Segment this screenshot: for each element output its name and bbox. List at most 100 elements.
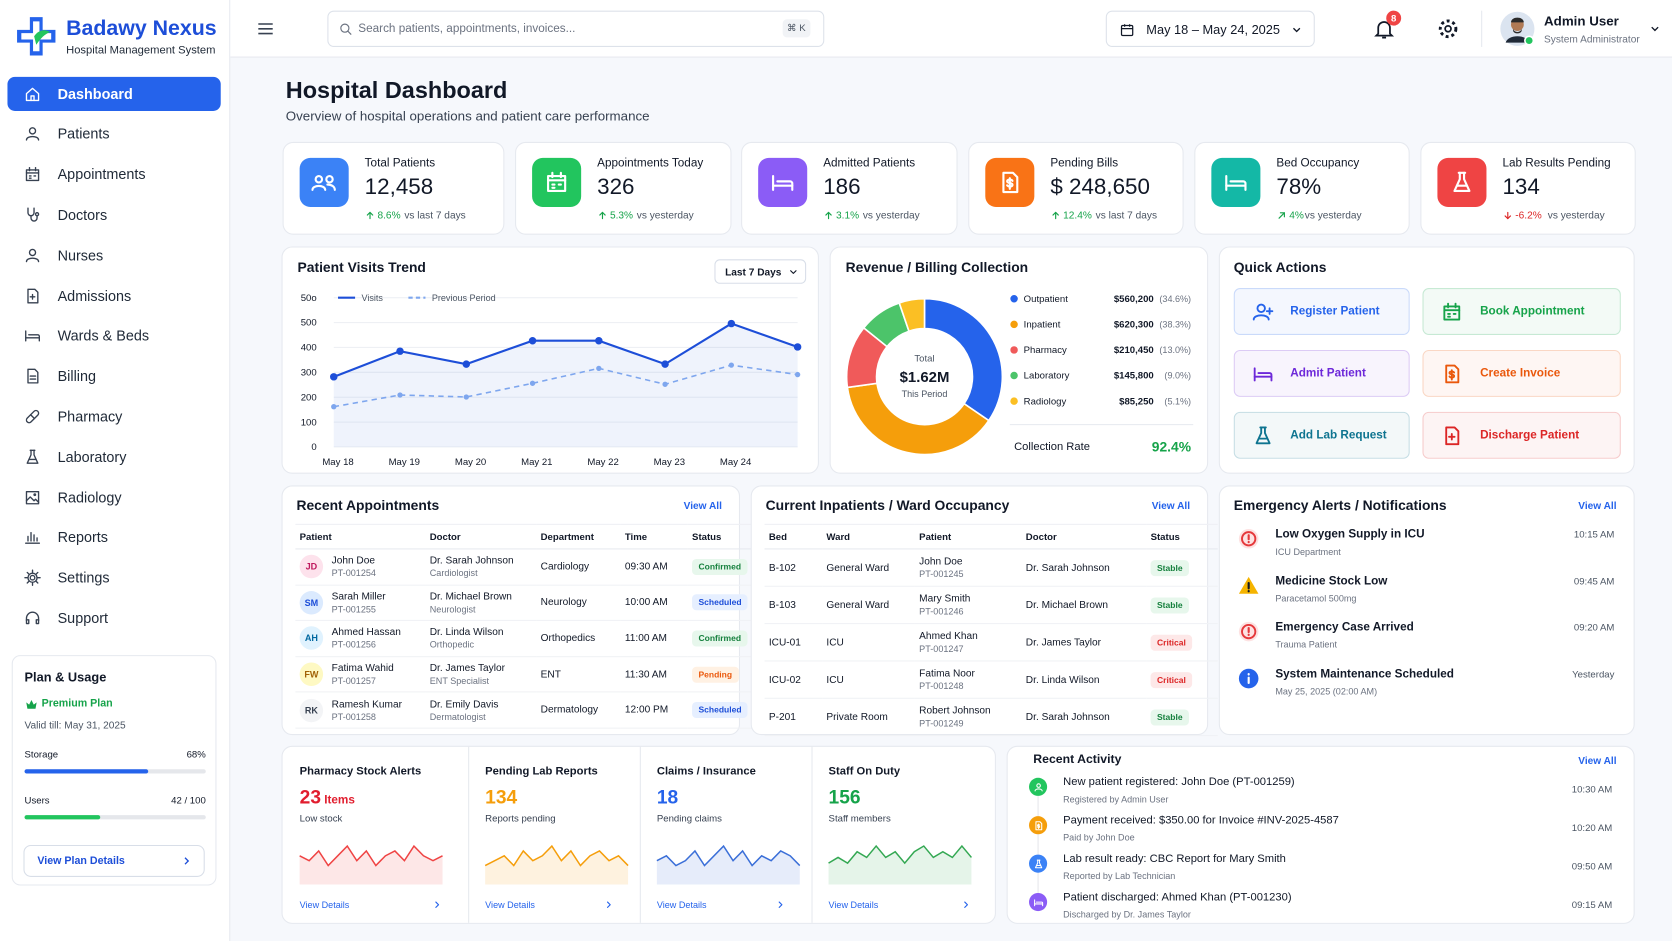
stat-link[interactable]: View Details [299, 899, 350, 911]
quick-action-label: Admit Patient [1290, 367, 1366, 380]
sparkline-area [828, 846, 972, 885]
legend-label: Visits [361, 293, 383, 303]
table-row: SM Sarah Miller PT-001255 Dr. Michael Brown… [295, 584, 759, 622]
icon-path [1443, 305, 1461, 321]
initials-avatar: SM [299, 590, 324, 615]
icon-glyph [1253, 367, 1273, 382]
table-cell: General Ward [822, 586, 915, 625]
quick-action[interactable]: Create Invoice [1422, 349, 1621, 397]
icon-glyph [1255, 426, 1271, 445]
nav-item[interactable]: Appointments [7, 157, 220, 191]
nav-label: Appointments [57, 166, 146, 183]
nav-item[interactable]: Nurses [7, 238, 220, 272]
collection-label: Collection Rate [1014, 441, 1090, 453]
alert-shape [1241, 531, 1257, 547]
cell-text: P-201 [768, 711, 796, 723]
legend-dot [1010, 346, 1018, 354]
quick-action-label: Book Appointment [1480, 305, 1585, 318]
nav-item[interactable]: Laboratory [7, 440, 220, 474]
quick-action-label: Discharge Patient [1480, 428, 1580, 442]
icon [1052, 211, 1059, 220]
user-avatar[interactable] [1499, 11, 1535, 47]
legend-value: $560,200 [1114, 294, 1154, 305]
crown-icon [26, 700, 37, 709]
nav-item[interactable]: Billing [7, 359, 220, 393]
nav-label: Nurses [57, 247, 104, 264]
quick-action-label: Create Invoice [1480, 367, 1561, 380]
cell-text: Dr. Linda Wilson [1025, 673, 1100, 686]
quick-action[interactable]: Add Lab Request [1233, 411, 1410, 459]
quick-action[interactable]: Register Patient [1233, 288, 1410, 336]
cell-sub: PT-001257 [331, 675, 376, 687]
cell-text: General Ward [826, 561, 890, 574]
icon-glyph [1252, 303, 1274, 321]
notifications-button[interactable] [1372, 17, 1395, 40]
table-cell: Dr. Sarah Johnson [1021, 548, 1147, 587]
table-cell: Fatima Noor PT-001248 [914, 660, 1022, 699]
icon-path [27, 572, 38, 583]
nav-item[interactable]: Wards & Beds [7, 319, 220, 353]
table-cell: Dr. Sarah Johnson [1021, 698, 1147, 737]
nav-item[interactable]: Support [7, 601, 220, 635]
icon [27, 288, 39, 304]
search-box[interactable]: Search patients, appointments, invoices.… [327, 10, 825, 47]
stat-link[interactable]: View Details [485, 899, 535, 911]
legend-percent: (5.1%) [1164, 396, 1191, 406]
icon [825, 211, 832, 220]
usage-value: 42 / 100 [171, 794, 206, 806]
nav-item[interactable]: Doctors [7, 198, 220, 232]
nav-item[interactable]: Settings [7, 561, 220, 595]
icon [25, 330, 41, 342]
series-point [727, 319, 736, 328]
view-all[interactable]: View All [683, 500, 722, 513]
kpi-card: Admitted Patients 186 3.1% vs yesterday [741, 141, 958, 235]
y-tick-label: 500 [301, 318, 317, 329]
icon-path [790, 270, 797, 274]
table-cell: Confirmed [687, 620, 759, 657]
plan-button[interactable]: View Plan Details [23, 844, 205, 877]
date-picker[interactable]: May 18 – May 24, 2025 [1105, 10, 1315, 47]
period-select[interactable]: Last 7 Days [714, 259, 807, 284]
chevron[interactable] [1649, 22, 1662, 35]
table-cell: Dr. James Taylor [1021, 623, 1147, 662]
nav-item[interactable]: Dashboard [7, 76, 221, 111]
icon-path [551, 183, 562, 189]
nav-item[interactable]: Radiology [7, 480, 220, 514]
view-all[interactable]: View All [1578, 755, 1617, 768]
x-tick-label: May 24 [720, 457, 752, 468]
series-point [529, 380, 536, 386]
kpi-change: 12.4% [1063, 210, 1092, 222]
nav-item[interactable]: Reports [7, 520, 220, 554]
calendar-icon [1120, 24, 1134, 37]
kpi-change: 5.3% [609, 210, 634, 222]
alert-detail: ICU Department [1275, 546, 1341, 557]
nav-item[interactable]: Patients [7, 117, 220, 151]
table-card: Recent Appointments View All Patient Doctor… [281, 485, 759, 736]
cell-sub: Dermatologist [429, 711, 486, 722]
nav-item[interactable]: Pharmacy [7, 399, 220, 433]
icon-path [1225, 184, 1247, 191]
icon-path [1052, 211, 1059, 216]
legend-label: Outpatient [1024, 294, 1069, 305]
settings-button[interactable] [1436, 17, 1459, 40]
view-all[interactable]: View All [1578, 500, 1617, 513]
icon [1255, 426, 1271, 445]
stat-link[interactable]: View Details [656, 899, 707, 911]
cell-main: Ahmed Khan [919, 630, 978, 643]
view-all[interactable]: View All [1151, 500, 1191, 513]
icon-glyph [1034, 859, 1042, 868]
quick-action[interactable]: Discharge Patient [1422, 411, 1621, 459]
icon-path [1265, 307, 1274, 315]
table-row: AH Ahmed Hassan PT-001256 Dr. Linda Wilson O… [295, 620, 759, 657]
quick-action-label: Add Lab Request [1290, 428, 1387, 442]
menu-button[interactable] [256, 19, 275, 38]
icon [27, 368, 39, 384]
stat-link[interactable]: View Details [828, 899, 879, 911]
column-header: Patient [295, 523, 426, 550]
nav-item[interactable]: Admissions [7, 278, 220, 312]
table-body: B-102 General Ward John Doe PT-001245 Dr. Sa… [764, 548, 1218, 737]
nav-label: Radiology [57, 489, 122, 506]
icon-glyph [599, 211, 606, 220]
quick-action[interactable]: Admit Patient [1233, 349, 1410, 397]
quick-action[interactable]: Book Appointment [1422, 288, 1621, 336]
